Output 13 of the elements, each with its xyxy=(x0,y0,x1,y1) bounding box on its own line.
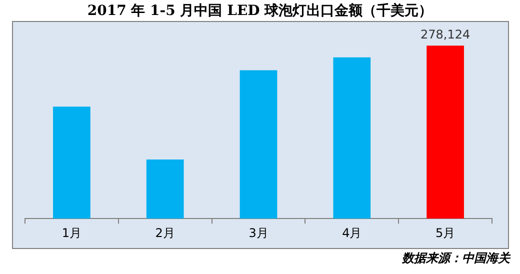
x-tick-label: 2月 xyxy=(155,226,175,240)
chart-title: 2017 年 1-5 月中国 LED 球泡灯出口金额（千美元） xyxy=(86,2,434,20)
x-tick-label: 3月 xyxy=(248,226,268,240)
bar xyxy=(333,57,371,219)
bar xyxy=(426,46,464,219)
bar xyxy=(240,70,278,219)
x-tick-label: 1月 xyxy=(62,226,82,240)
x-tick-label: 4月 xyxy=(342,226,362,240)
bar xyxy=(146,160,184,219)
bar xyxy=(53,106,90,219)
data-label: 278,124 xyxy=(420,28,470,42)
x-tick-label: 5月 xyxy=(435,226,456,240)
source-note: 数据来源：中国海关 xyxy=(402,250,510,267)
